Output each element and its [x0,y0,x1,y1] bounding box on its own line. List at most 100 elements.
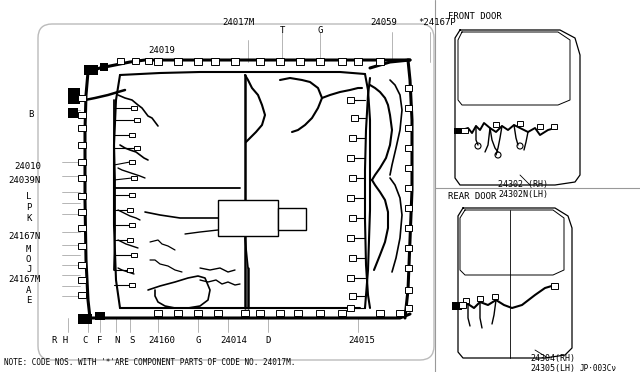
Bar [347,155,354,161]
Bar [127,238,133,242]
Text: G: G [196,336,202,345]
Text: L: L [26,192,31,201]
Bar [154,310,162,316]
Bar [132,58,139,64]
Bar [95,312,105,320]
Text: 24014: 24014 [220,336,247,345]
Bar [129,160,135,164]
Text: 24305(LH): 24305(LH) [530,364,575,372]
Text: 24059: 24059 [370,18,397,27]
Bar [211,58,219,65]
Text: JP·003Cν: JP·003Cν [580,364,617,372]
Bar [154,58,162,65]
Bar [78,243,86,249]
Bar [276,310,284,316]
Text: NOTE: CODE NOS. WITH '*'ARE COMPONENT PARTS OF CODE NO. 24017M.: NOTE: CODE NOS. WITH '*'ARE COMPONENT PA… [4,358,296,367]
Bar [376,310,384,316]
Bar [127,268,133,272]
Bar [349,293,356,299]
Text: K: K [26,214,31,223]
Bar [231,58,239,65]
Bar [316,310,324,316]
Bar [351,115,358,121]
Bar [214,310,222,316]
Bar [194,310,202,316]
Bar [316,58,324,65]
Bar [405,305,412,311]
Text: FRONT DOOR: FRONT DOOR [448,12,502,21]
Text: G: G [318,26,323,35]
Bar [405,205,412,211]
Text: 24015: 24015 [348,336,375,345]
Bar [78,277,86,283]
Text: 24019: 24019 [148,46,175,55]
Bar [78,193,86,199]
Bar [78,95,86,101]
Text: A: A [26,286,31,295]
Bar [129,223,135,227]
Bar [278,208,306,230]
Bar [405,225,412,231]
Bar [241,310,249,316]
Bar [131,253,137,257]
Bar [131,106,137,110]
Text: O: O [26,255,31,264]
Text: 24167M: 24167M [8,275,40,284]
Bar [396,310,404,316]
Text: E: E [26,296,31,305]
Bar [145,58,152,64]
Bar [78,159,86,165]
Bar [463,298,469,303]
Bar [477,296,483,301]
Bar [551,124,557,129]
Text: 24039N: 24039N [8,176,40,185]
Bar [129,193,135,197]
Bar [405,125,412,131]
Bar [100,63,108,71]
Bar [347,305,354,311]
Bar [405,105,412,111]
Bar [78,142,86,148]
Bar [78,314,92,324]
Bar [78,175,86,181]
Text: *24167P: *24167P [418,18,456,27]
Bar [347,97,354,103]
Bar [349,215,356,221]
Text: M: M [26,245,31,254]
Bar [349,255,356,261]
Bar [174,58,182,65]
Bar [296,58,304,65]
Bar [256,58,264,65]
Bar [454,128,462,134]
Text: 24167N: 24167N [8,232,40,241]
Bar [461,128,468,133]
Bar [376,58,384,65]
Bar [294,310,302,316]
Bar [117,58,124,64]
Bar [493,122,499,127]
Bar [354,58,362,65]
Bar [405,245,412,251]
Text: B: B [28,110,33,119]
Bar [78,225,86,231]
Text: 24160: 24160 [148,336,175,345]
Text: REAR DOOR: REAR DOOR [448,192,497,201]
Bar [127,208,133,212]
Bar [338,310,346,316]
Bar [134,146,140,150]
Bar [78,209,86,215]
Bar [537,124,543,129]
Bar [405,185,412,191]
Bar [78,112,86,118]
Bar [68,88,80,104]
Bar [131,176,137,180]
Bar [347,195,354,201]
Bar [405,165,412,171]
Text: 24304(RH): 24304(RH) [530,354,575,363]
Text: T: T [280,26,285,35]
Bar [405,85,412,91]
Bar [492,294,498,299]
Bar [218,200,278,236]
Text: J: J [26,265,31,274]
Bar [129,133,135,137]
